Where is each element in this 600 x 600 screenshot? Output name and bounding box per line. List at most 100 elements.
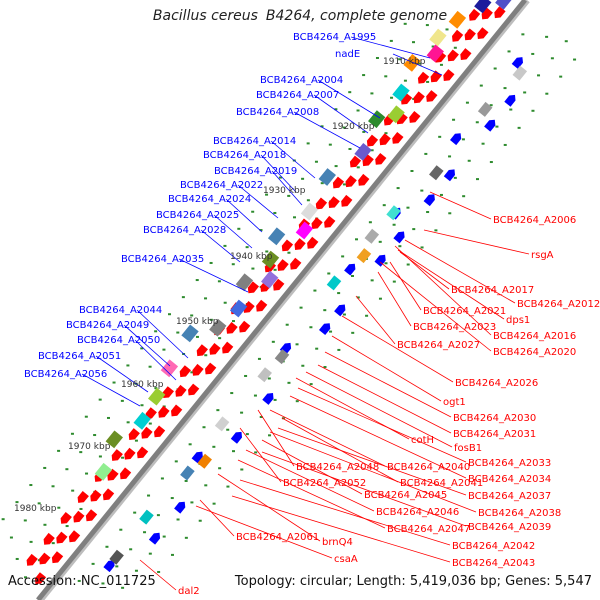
track-tick [545,92,549,95]
track-tick [392,280,396,283]
reverse-gene-label: BCB4264_A2045 [364,490,447,501]
reverse-leader [404,239,516,304]
forward-gene-box [197,453,212,469]
reverse-gene-label: BCB4264_A2037 [468,491,551,502]
forward-leader [293,111,361,149]
reverse-leader [289,395,467,479]
forward-gene-box [214,416,230,432]
reverse-gene-arrow [56,531,68,544]
track-tick [523,91,527,94]
reverse-gene-arrow [290,257,302,270]
track-tick [148,552,152,555]
forward-gene-arrow [450,133,462,146]
reverse-gene-arrow [464,28,476,41]
reverse-leader [195,505,333,559]
track-tick [420,189,424,192]
track-tick [245,433,249,436]
reverse-gene-label: BCB4264_A2021 [423,306,506,317]
forward-gene-label: nadE [335,49,360,60]
reverse-leader [231,495,451,563]
track-tick [162,348,166,351]
forward-gene-label: BCB4264_A2024 [168,194,251,205]
track-tick [237,227,241,230]
track-tick [370,92,374,95]
reverse-leader [397,249,505,320]
track-tick [9,536,13,539]
reverse-gene-arrow [413,91,425,104]
reverse-leader [139,559,177,591]
track-tick [337,292,341,295]
reverse-gene-arrow [68,530,81,543]
track-tick [148,365,152,368]
forward-leader [313,94,369,134]
forward-gene-arrow [344,263,356,276]
reverse-gene-label: BCB4264_A2061 [236,532,319,543]
track-tick [334,165,338,168]
track-tick [209,261,213,264]
track-tick [212,502,216,505]
reverse-gene-box [403,53,421,72]
track-tick [389,39,393,42]
reverse-gene-arrow [477,27,489,39]
reverse-gene-box [267,227,286,246]
track-tick [285,323,289,326]
track-tick [439,63,443,66]
reverse-gene-arrow [102,488,115,501]
reverse-gene-arrow [162,386,174,398]
track-tick [253,394,257,397]
reverse-gene-arrow [90,489,102,502]
track-tick [134,439,138,442]
reverse-gene-label: BCB4264_A2052 [283,478,366,489]
reverse-gene-arrow [77,491,89,503]
forward-leader [123,324,171,367]
track-tick [384,262,388,265]
track-tick [160,477,164,480]
reverse-gene-box [295,221,314,240]
track-tick [176,331,180,334]
reverse-gene-box [235,273,254,292]
reverse-gene-label: BCB4264_A2042 [452,541,535,552]
track-tick [412,228,416,231]
reverse-gene-label: BCB4264_A2030 [453,413,536,424]
reverse-gene-label: ogt1 [443,397,466,408]
track-tick [65,468,69,471]
track-tick [273,398,277,401]
leader-layer [81,36,530,591]
track-tick [356,166,360,169]
track-tick [204,484,208,487]
axis-tick-label: 1970 kbp [68,442,111,452]
track-tick [120,399,124,402]
forward-leader [213,214,253,249]
reverse-gene-label: rsgA [531,250,554,261]
track-tick [489,161,493,164]
reverse-gene-arrow [349,155,362,168]
track-tick [259,416,263,419]
reverse-gene-arrow [34,572,47,585]
track-tick [314,160,318,163]
track-tick [573,58,577,61]
reverse-leader [341,315,454,383]
axis-tick-label: 1950 kbp [176,317,219,327]
track-tick [231,320,235,323]
track-tick [320,125,324,128]
reverse-gene-box [318,168,336,186]
track-tick [257,357,261,360]
forward-leader [134,339,177,381]
track-tick [295,400,299,403]
track-tick [417,62,421,65]
reverse-gene-arrow [192,363,204,376]
track-tick [481,142,485,145]
track-tick [195,335,199,338]
reverse-gene-box [448,10,467,29]
track-tick [254,451,258,454]
track-tick [355,238,359,241]
track-tick [453,176,457,179]
reverse-gene-box [392,83,410,102]
track-tick [170,497,174,500]
reverse-gene-box [474,0,492,14]
reverse-gene-label: BCB4264_A2033 [468,458,551,469]
reverse-gene-arrow [188,383,200,396]
track-tick [244,374,248,377]
track-tick [398,58,402,61]
forward-gene-arrow [103,560,115,573]
